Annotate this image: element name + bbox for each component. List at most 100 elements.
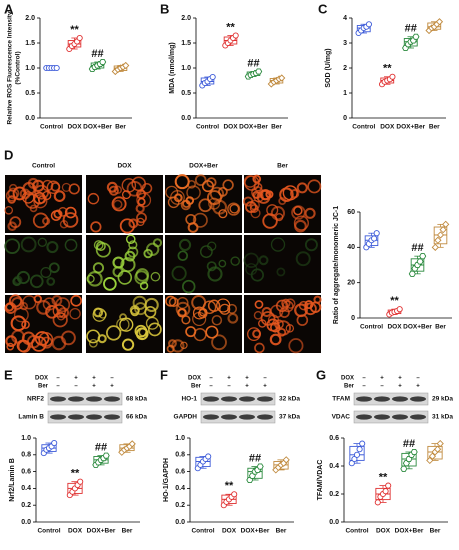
cell [185, 326, 197, 338]
x-tick-label: Control [360, 324, 383, 331]
data-point [353, 451, 361, 458]
cell [86, 329, 101, 344]
y-tick-label: 0.0 [329, 519, 339, 526]
data-point [371, 235, 378, 242]
cell [111, 196, 127, 212]
band-size: 66 kDa [126, 414, 147, 421]
y-axis-label: Nrf2/Lamin B [9, 458, 16, 502]
data-point [128, 440, 136, 448]
blot-band [68, 396, 84, 402]
significance-mark: ## [249, 452, 261, 464]
cell [7, 221, 17, 232]
y-tick-label: 0.4 [329, 463, 339, 470]
treatment-sign: + [398, 384, 402, 390]
micrograph [244, 235, 321, 293]
cell [175, 301, 191, 317]
box [247, 467, 263, 479]
x-tick-label: DOX+Ber [241, 528, 270, 535]
cell [185, 213, 197, 225]
cell [270, 237, 286, 252]
y-axis-label: HO-1/GAPDH [163, 458, 170, 502]
cell [128, 240, 138, 250]
x-tick-label: DOX [387, 324, 402, 331]
data-point [385, 482, 392, 489]
data-point [396, 306, 403, 313]
panel-label: G [316, 367, 326, 382]
protein-label: HO-1 [181, 396, 197, 403]
cell [92, 308, 107, 322]
cell [227, 202, 241, 216]
data-point [51, 439, 58, 447]
data-point [255, 68, 263, 75]
cell [253, 191, 264, 203]
y-tick-label: 0.4 [175, 485, 185, 492]
cell [219, 303, 231, 315]
data-point [282, 456, 290, 464]
blot-band [50, 396, 66, 402]
y-tick-label: 0.0 [21, 519, 31, 526]
y-tick-label: 1.5 [25, 40, 35, 47]
cell [135, 268, 150, 282]
data-point [419, 253, 427, 260]
blot-band [221, 396, 237, 402]
cell [192, 212, 208, 228]
cell [19, 302, 29, 311]
data-point [374, 499, 381, 506]
cell [171, 265, 187, 282]
data-point [373, 230, 380, 237]
y-tick-label: 60 [347, 209, 355, 216]
x-tick-label: Control [352, 124, 375, 131]
cell [270, 206, 286, 221]
blot-band [221, 414, 237, 420]
blot-strip [47, 410, 123, 424]
cell [106, 181, 118, 193]
treatment-sign: + [92, 384, 96, 390]
data-point [278, 74, 286, 82]
protein-label: NRF2 [27, 396, 44, 403]
treatment-sign: – [362, 376, 366, 382]
cell [51, 335, 67, 351]
cell [250, 208, 261, 219]
cell [288, 338, 304, 354]
y-axis-label: TFAM/VDAC [317, 460, 324, 501]
treatment-label: Ber [191, 384, 202, 390]
cell [269, 333, 282, 346]
cell [62, 212, 79, 228]
x-tick-label: Control [37, 528, 60, 535]
data-point [122, 61, 130, 70]
treatment-label: Ber [38, 384, 49, 390]
blot-band [374, 414, 390, 420]
cell [260, 311, 276, 326]
data-point [442, 220, 450, 229]
cell [12, 186, 27, 201]
cell [103, 277, 117, 291]
y-tick-label: 0.2 [175, 502, 185, 509]
significance-mark: ** [379, 472, 388, 484]
significance-mark: ** [226, 21, 235, 33]
blot-band [86, 414, 102, 420]
cell [42, 297, 56, 311]
blot-band [374, 396, 390, 402]
x-tick-label: DOX [68, 528, 83, 535]
cell [254, 342, 265, 354]
y-tick-label: 0.5 [181, 90, 191, 97]
cell [254, 300, 264, 309]
cell [207, 266, 223, 282]
cell [304, 302, 317, 316]
cell [258, 319, 267, 328]
cell [252, 329, 262, 339]
cell [165, 185, 179, 199]
cell [199, 245, 213, 259]
cell [40, 336, 53, 349]
y-axis-label: SOD (U/mg) [325, 48, 332, 87]
cell [285, 324, 295, 333]
cell [279, 187, 294, 202]
y-tick-label: 0.0 [25, 115, 35, 122]
blot-band [68, 414, 84, 420]
cell [95, 241, 106, 252]
blot-band [239, 414, 255, 420]
cell [276, 267, 286, 277]
cell [121, 338, 135, 351]
cell [48, 262, 60, 274]
cell [192, 306, 206, 320]
